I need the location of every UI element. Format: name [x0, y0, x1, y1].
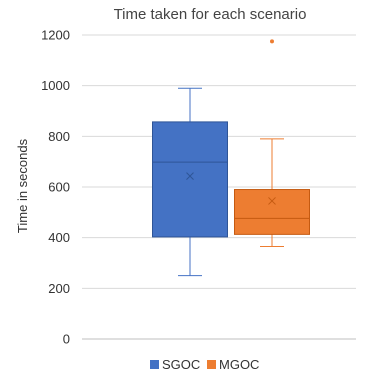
box-sgoc [152, 87, 228, 277]
y-tick-label: 200 [48, 281, 70, 296]
legend-label-sgoc: SGOC [162, 357, 200, 372]
y-tick-label: 600 [48, 180, 70, 195]
y-tick-label: 800 [48, 129, 70, 144]
y-axis-label: Time in seconds [15, 138, 30, 233]
box-mgoc [234, 39, 310, 248]
outlier-point [270, 39, 274, 44]
y-tick-label: 0 [63, 332, 70, 347]
legend: SGOC MGOC [150, 357, 259, 372]
box-iqr [234, 189, 310, 235]
mean-marker [268, 197, 276, 205]
y-axis-ticks: 0 200 400 600 800 1000 1200 [41, 28, 70, 347]
mean-marker [186, 172, 194, 180]
y-tick-label: 1000 [41, 78, 70, 93]
y-tick-label: 1200 [41, 28, 70, 43]
legend-swatch-sgoc [150, 360, 159, 369]
y-tick-label: 400 [48, 230, 70, 245]
legend-swatch-mgoc [207, 360, 216, 369]
chart-title: Time taken for each scenario [114, 6, 307, 23]
box-series [152, 39, 310, 277]
legend-label-mgoc: MGOC [219, 357, 259, 372]
box-iqr [152, 121, 228, 238]
